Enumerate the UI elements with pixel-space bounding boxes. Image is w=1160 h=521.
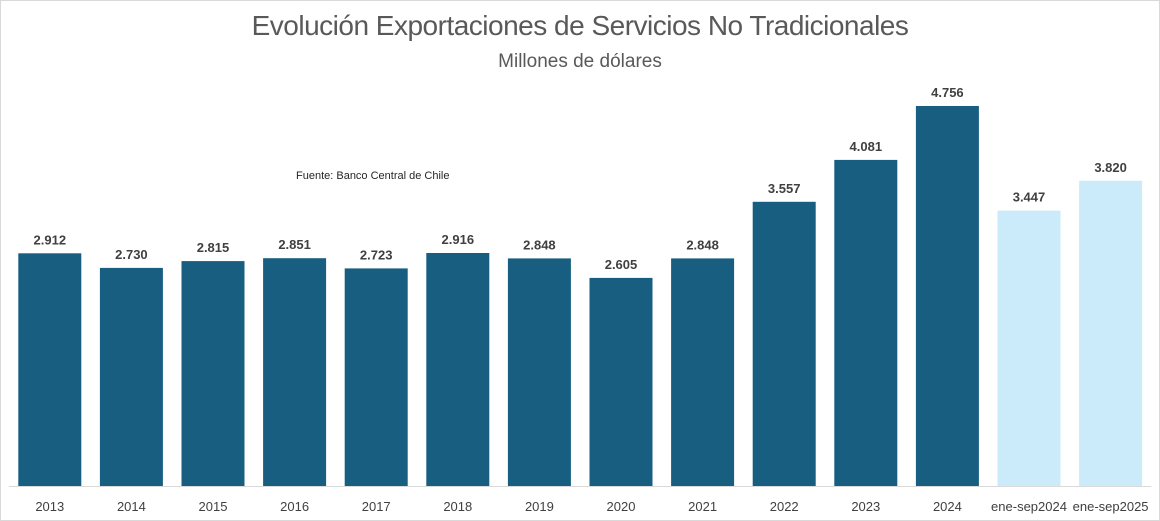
- value-label-2023: 4.081: [850, 139, 883, 154]
- value-label-2019: 2.848: [523, 237, 556, 252]
- chart-title: Evolución Exportaciones de Servicios No …: [251, 10, 909, 41]
- bar-2024: [915, 106, 979, 486]
- x-tick-label-2022: 2022: [770, 499, 799, 514]
- value-label-2017: 2.723: [360, 247, 393, 262]
- value-label-2020: 2.605: [605, 257, 638, 272]
- bar-2020: [589, 277, 653, 486]
- x-tick-label-2016: 2016: [280, 499, 309, 514]
- bar-2016: [263, 258, 327, 486]
- x-tick-label-2020: 2020: [607, 499, 636, 514]
- bar-2015: [181, 261, 245, 486]
- value-label-ene-sep2025: 3.820: [1094, 160, 1127, 175]
- bar-ene-sep2024: [997, 210, 1061, 486]
- value-label-2024: 4.756: [931, 85, 964, 100]
- x-tick-label-ene-sep2025: ene-sep2025: [1073, 499, 1149, 514]
- x-tick-label-ene-sep2024: ene-sep2024: [991, 499, 1067, 514]
- source-note: Fuente: Banco Central de Chile: [296, 170, 450, 182]
- bar-2017: [344, 268, 408, 486]
- value-label-2016: 2.851: [278, 237, 311, 252]
- x-tick-label-2019: 2019: [525, 499, 554, 514]
- bar-2013: [18, 253, 82, 486]
- x-tick-label-2013: 2013: [35, 499, 64, 514]
- x-tick-label-2015: 2015: [199, 499, 228, 514]
- value-label-2013: 2.912: [34, 232, 67, 247]
- bar-ene-sep2025: [1079, 180, 1143, 487]
- x-tick-label-2014: 2014: [117, 499, 146, 514]
- bar-2023: [834, 159, 898, 486]
- chart-subtitle: Millones de dólares: [498, 51, 662, 72]
- bar-2021: [671, 258, 735, 486]
- value-label-2018: 2.916: [442, 232, 475, 247]
- x-tick-label-2021: 2021: [688, 499, 717, 514]
- bar-2022: [752, 201, 816, 487]
- value-label-2015: 2.815: [197, 240, 230, 255]
- value-label-2021: 2.848: [686, 237, 719, 252]
- bar-2014: [99, 267, 163, 486]
- value-label-ene-sep2024: 3.447: [1013, 190, 1046, 205]
- value-label-2022: 3.557: [768, 181, 801, 196]
- bar-2018: [426, 253, 490, 486]
- bar-2019: [507, 258, 571, 486]
- x-tick-label-2017: 2017: [362, 499, 391, 514]
- x-tick-label-2018: 2018: [443, 499, 472, 514]
- value-label-2014: 2.730: [115, 247, 148, 262]
- x-tick-label-2023: 2023: [851, 499, 880, 514]
- x-tick-label-2024: 2024: [933, 499, 962, 514]
